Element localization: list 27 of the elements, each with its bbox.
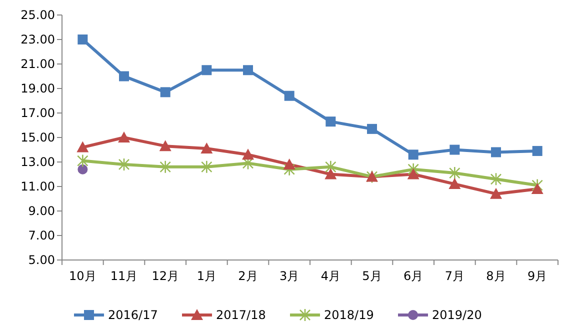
y-tick-label: 25.00: [20, 8, 55, 22]
x-tick-label: 3月: [280, 269, 300, 283]
legend-label: 2017/18: [216, 308, 266, 322]
y-tick-label: 13.00: [20, 155, 55, 170]
legend-label: 2019/20: [432, 308, 482, 322]
y-tick-label: 5.00: [28, 253, 55, 268]
y-tick-label: 15.00: [20, 130, 55, 145]
legend-label: 2018/19: [324, 308, 374, 322]
legend-label: 2016/17: [108, 308, 158, 322]
x-tick-label: 7月: [444, 269, 464, 283]
x-tick-label: 9月: [528, 269, 548, 283]
x-tick-label: 2月: [238, 269, 258, 283]
x-tick-label: 10月: [69, 269, 96, 283]
y-tick-label: 21.00: [20, 57, 55, 72]
y-tick-label: 17.00: [20, 106, 55, 120]
x-tick-label: 8月: [486, 269, 506, 283]
y-tick-label: 19.00: [20, 82, 55, 96]
x-tick-label: 4月: [320, 269, 340, 283]
y-tick-label: 7.00: [28, 228, 55, 243]
x-tick-label: 11月: [110, 269, 138, 283]
x-tick-label: 12月: [152, 269, 179, 283]
y-tick-label: 9.00: [28, 204, 55, 218]
y-tick-label: 23.00: [20, 32, 55, 47]
y-tick-label: 11.00: [20, 180, 55, 194]
x-tick-label: 1月: [196, 269, 216, 283]
x-tick-label: 6月: [404, 269, 424, 283]
x-tick-label: 5月: [362, 269, 382, 283]
